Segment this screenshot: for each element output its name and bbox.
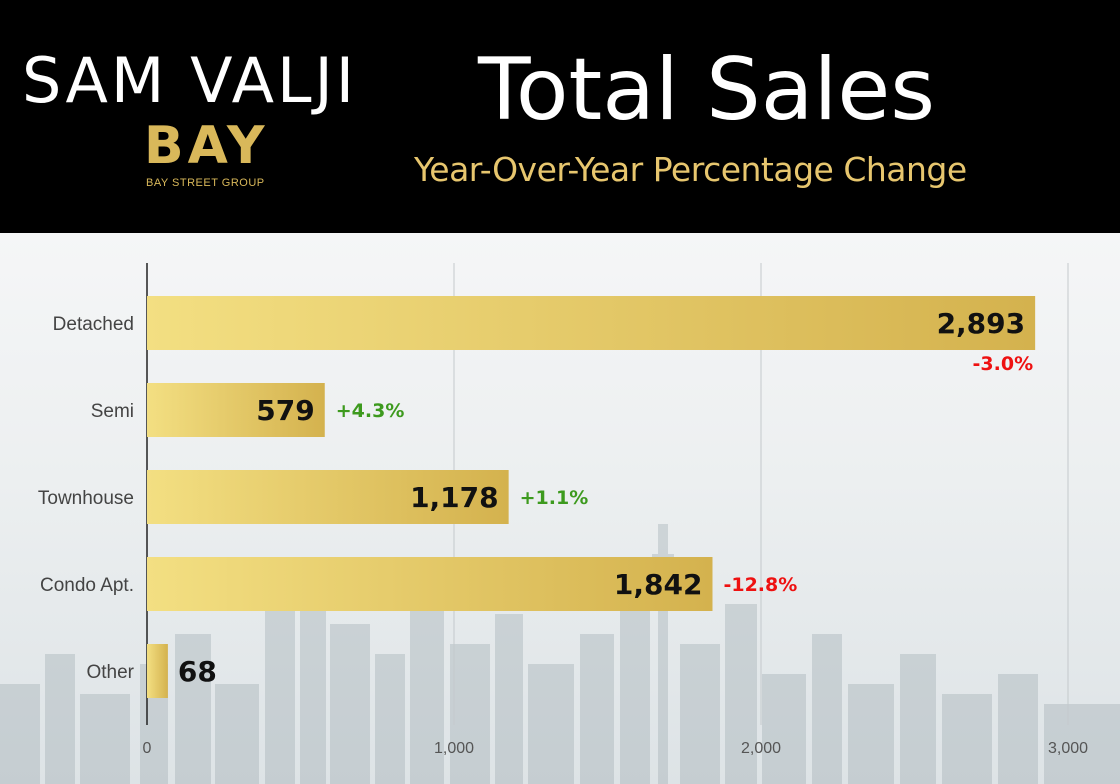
brand-name: SAM VALJI [22,44,358,117]
yoy-change-label: +4.3% [336,400,405,422]
category-label: Townhouse [38,488,134,509]
chart-title: Total Sales [478,40,936,140]
value-label: 68 [178,655,217,688]
skyline-image [0,524,1120,784]
logo-subtitle: BAY STREET GROUP [146,177,265,189]
category-label: Semi [91,401,134,422]
bar-chart: 0 1,000 2,000 3,000 Detached 2,893 -3.0% Semi 57… [38,263,1088,757]
yoy-change-label: -3.0% [973,353,1034,375]
value-label: 579 [256,394,314,427]
yoy-change-label: +1.1% [520,487,589,509]
x-tick-label: 0 [143,740,152,757]
bar [147,470,509,524]
bar [147,557,713,611]
value-label: 1,842 [614,568,703,601]
value-label: 1,178 [410,481,499,514]
category-label: Other [86,662,134,683]
x-tick-label: 1,000 [434,740,474,757]
value-label: 2,893 [937,307,1026,340]
bar [147,296,1036,350]
header-banner: SAM VALJI BAY BAY STREET GROUP Total Sal… [0,0,1120,233]
chart-subtitle: Year-Over-Year Percentage Change [414,150,967,189]
bar [147,644,168,698]
bars [147,296,1036,698]
labels: 0 1,000 2,000 3,000 Detached 2,893 -3.0% Semi 57… [38,307,1088,757]
bay-street-group-logo: BAY BAY STREET GROUP [140,118,270,190]
x-tick-label: 3,000 [1048,740,1088,757]
yoy-change-label: -12.8% [723,574,797,596]
category-label: Condo Apt. [40,575,134,596]
x-tick-label: 2,000 [741,740,781,757]
category-label: Detached [53,314,134,335]
bar [147,383,325,437]
logo-mark: BAY [144,116,269,176]
